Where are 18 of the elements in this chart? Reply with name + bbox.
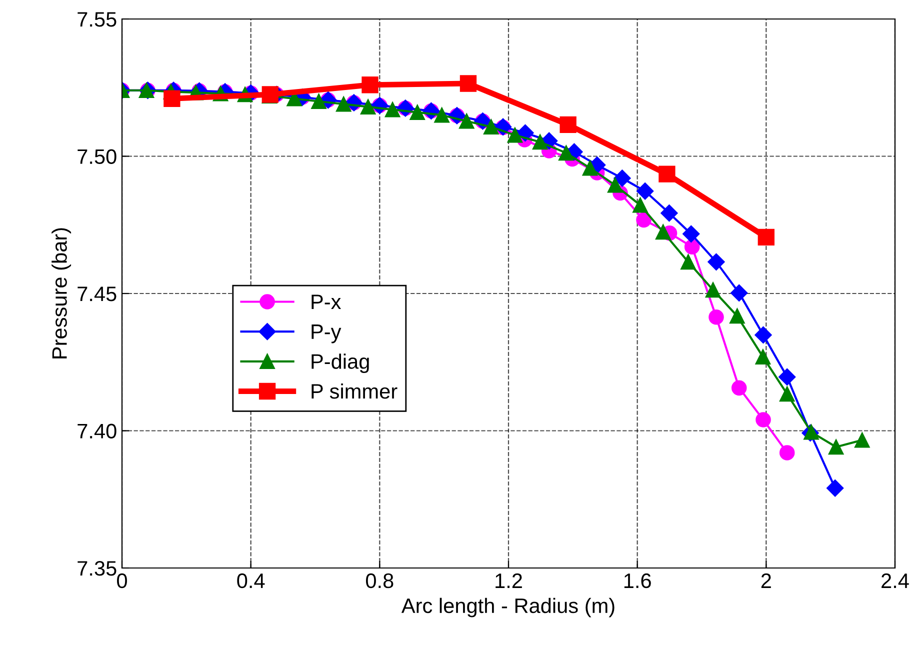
legend-label: P-diag [312,354,369,374]
x-tick-label: 0 [117,573,127,588]
y-tick-label: 7.45 [78,286,116,302]
legend-label: P-y [312,324,342,344]
y-tick-label: 7.55 [78,12,116,27]
x-tick-label: 0.8 [366,573,394,588]
x-tick-label: 1.6 [624,573,651,588]
legend-label: P simmer [312,383,398,399]
x-tick-label: 2.4 [882,573,909,588]
y-tick-label: 7.35 [78,561,116,576]
y-axis-title: Pressure (bar) [52,228,72,358]
x-tick-label: 1.2 [496,573,522,588]
x-axis-title: Arc length - Radius (m) [401,598,614,618]
legend-label: P-x [312,294,342,310]
y-tick-label: 7.50 [78,149,116,164]
x-tick-label: 0.4 [237,573,265,588]
x-tick-label: 2 [761,573,771,588]
y-tick-label: 7.40 [78,424,116,439]
